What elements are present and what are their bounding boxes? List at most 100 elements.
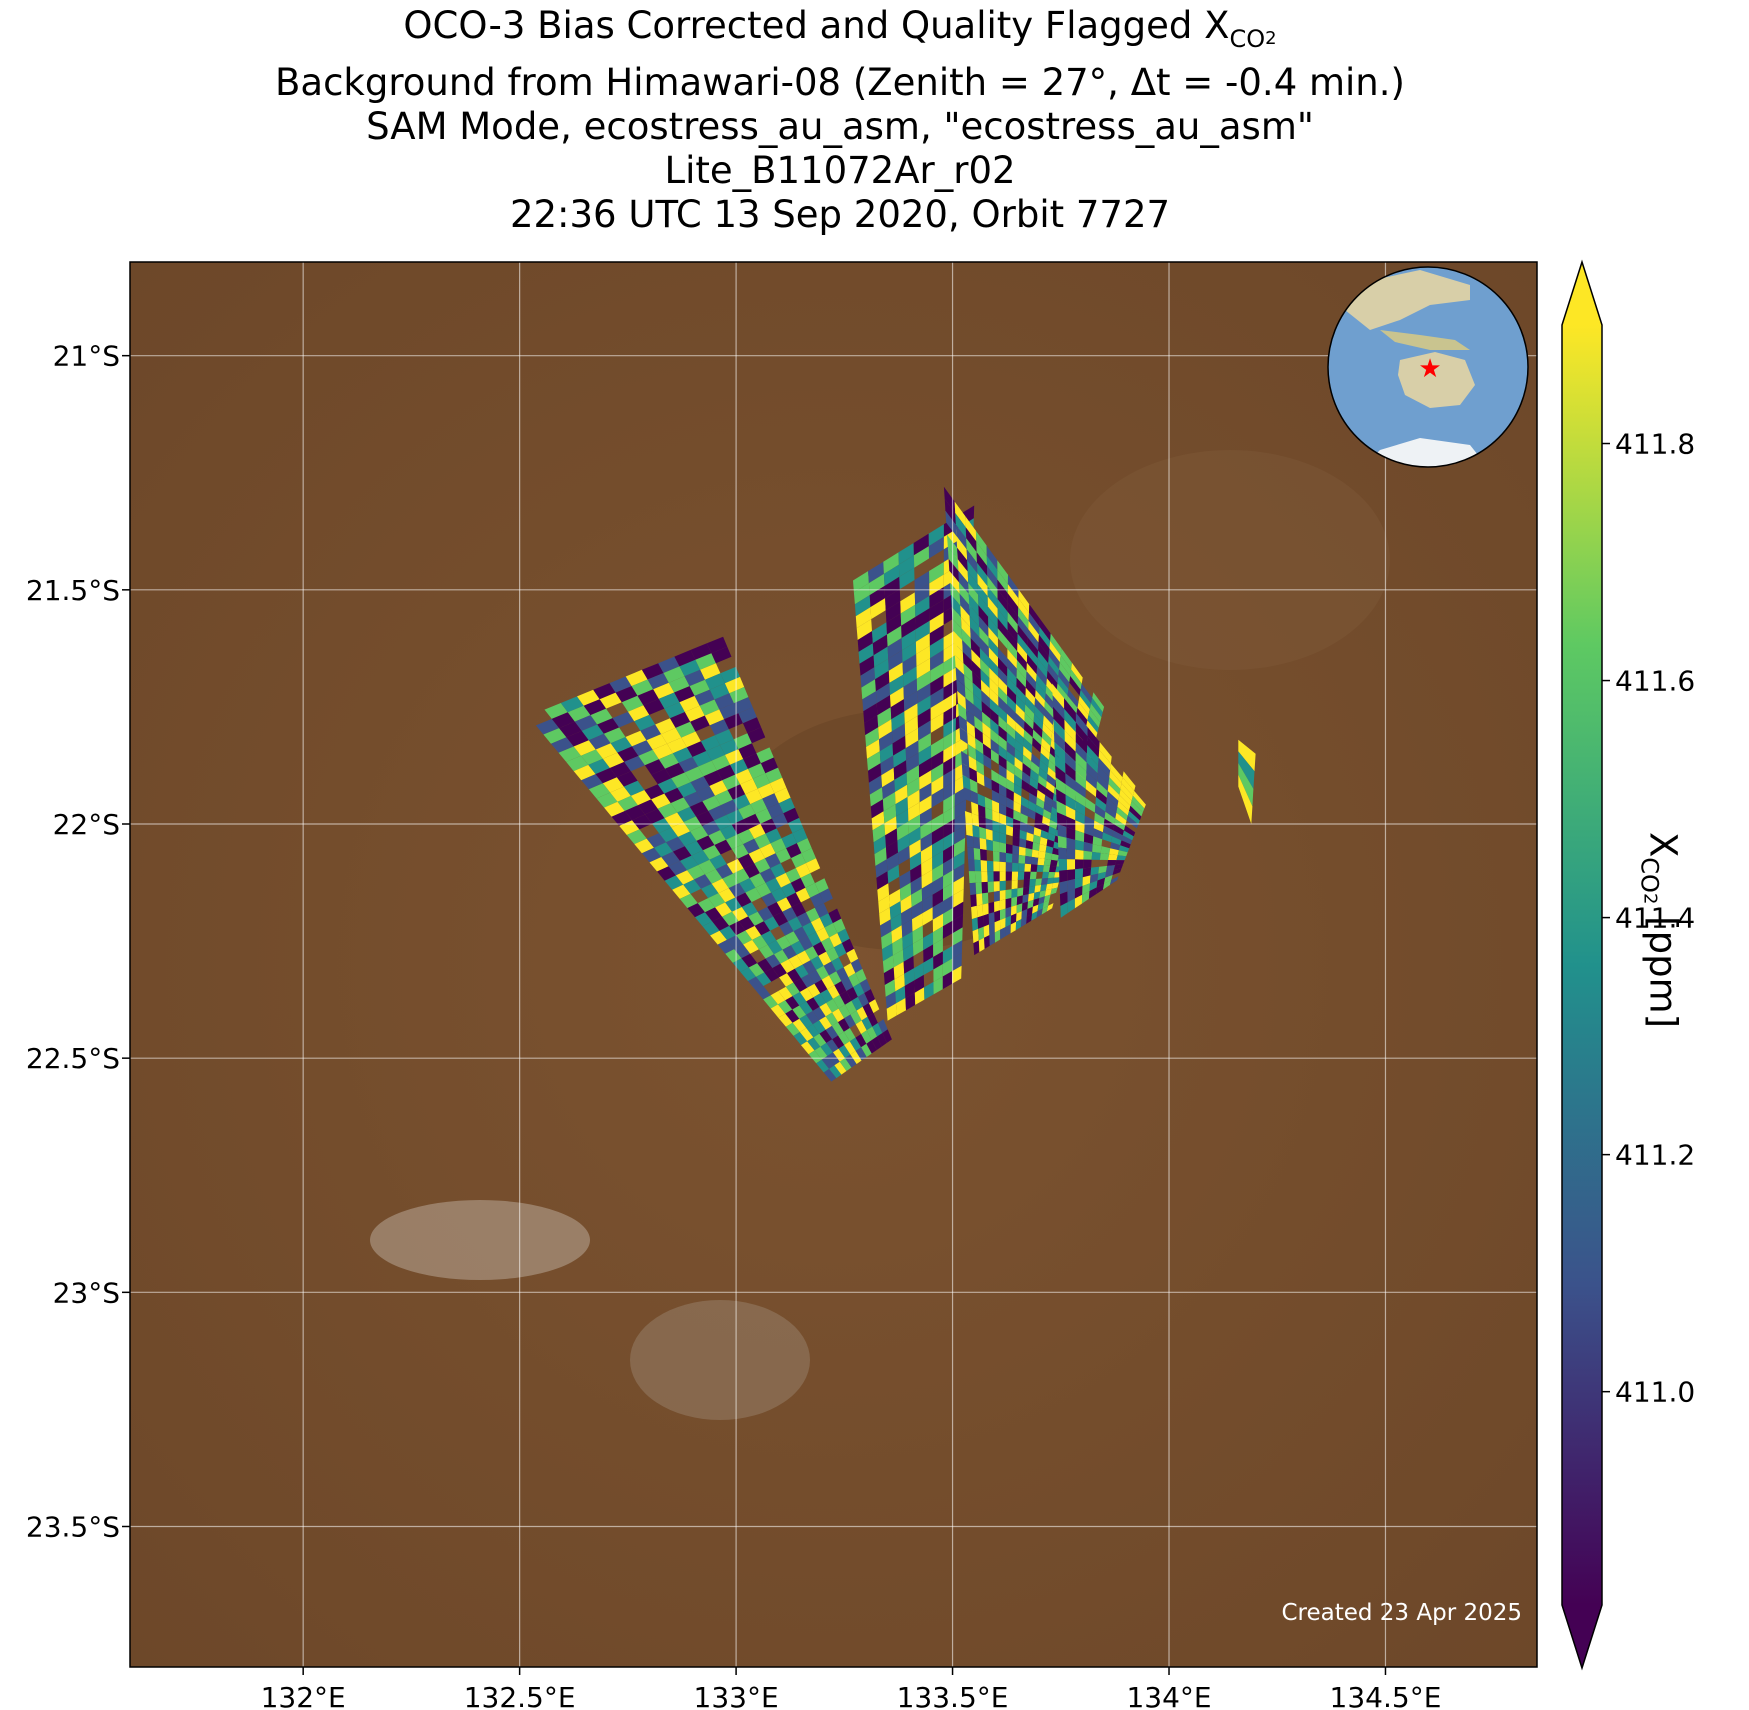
sounding-cell [757,958,773,973]
sounding-cell [758,944,774,959]
colorbar-extend-max [1562,262,1602,325]
sounding-cell [816,965,829,980]
sounding-cell [1083,850,1093,860]
xco2-soundings [535,486,1256,1082]
lon-tick-label: 133°E [694,1681,779,1710]
sounding-cell [870,799,884,819]
sounding-cell [999,793,1007,807]
sounding-cell [748,823,766,839]
sounding-cell [826,998,839,1013]
sounding-cell [1040,752,1049,767]
sounding-cell [1067,888,1075,903]
sounding-cell [920,832,932,852]
sounding-cell [827,1052,840,1066]
sounding-cell [658,692,680,709]
sounding-cell [973,848,981,861]
sounding-cell [667,737,687,754]
sounding-cell [1096,781,1108,798]
sounding-cell [1013,792,1022,805]
sounding-cell [748,911,764,926]
sounding-cell [814,1046,828,1060]
sounding-cell [1121,777,1135,796]
sounding-cell [866,1026,878,1041]
sounding-cell [715,902,732,917]
sounding-cell [929,562,944,584]
colorbar-tick-label: 411.4 [1615,902,1695,935]
sounding-cell [679,893,698,909]
sounding-cell [1030,864,1038,872]
sounding-cell [914,571,930,593]
sounding-cell [773,911,788,927]
sounding-cell [876,695,891,716]
sounding-cell [963,787,972,802]
sounding-cell [943,641,958,663]
colorbar-extend-min [1562,1605,1602,1668]
sounding-cell [1028,792,1037,805]
sounding-cell [959,582,970,605]
sounding-cell [836,967,849,982]
sounding-cell [694,874,712,889]
sounding-cell [1105,870,1114,878]
sounding-cell [1024,863,1032,872]
sounding-cell [785,931,800,946]
sounding-cell [1050,633,1062,656]
sounding-cell [855,968,867,983]
sounding-cell [990,728,999,745]
sounding-cell [886,840,898,860]
inset-globe: ★ [1327,266,1529,468]
sounding-cell [1005,862,1013,872]
sounding-cell [767,902,783,917]
sounding-cell [903,956,914,974]
sounding-cell [954,642,964,664]
sounding-cell [1037,782,1046,795]
sounding-cell [730,759,748,775]
sounding-cell [931,788,944,808]
sounding-cell [671,822,691,837]
sounding-cell [967,571,979,595]
sounding-cell [765,954,781,968]
sounding-cell [1098,749,1111,771]
sounding-cell [969,778,978,794]
sounding-cell [919,782,932,803]
sounding-cell [1037,650,1049,671]
sounding-cell [819,1016,832,1030]
sounding-cell [837,928,850,943]
sounding-cell [1124,825,1136,837]
sounding-cell [679,695,700,712]
sounding-cell [617,795,638,811]
sounding-cell [989,922,995,936]
sounding-cell [799,1014,813,1029]
sounding-cell [976,771,985,787]
sounding-cell [729,921,746,936]
sounding-cell [872,622,887,644]
sounding-cell [708,893,726,908]
sounding-cell [979,837,987,850]
sounding-cell [765,853,781,869]
sounding-cell [1066,859,1076,870]
sounding-cell [1044,888,1052,897]
sounding-cell [1059,662,1071,683]
sounding-cell [920,844,933,864]
sounding-cell [882,792,896,812]
sounding-cell [989,932,995,946]
sounding-cell [863,703,878,724]
sounding-cell [782,907,797,922]
sounding-cell [998,774,1007,789]
sounding-cell [961,763,970,779]
sounding-cell [883,564,900,586]
sounding-cell [1038,850,1046,859]
sounding-cell [1064,719,1076,743]
sounding-cell [921,882,933,901]
sounding-cell [916,645,931,667]
sounding-cell [1007,611,1018,634]
colorbar-ticks: 411.0 411.2 411.4 411.6 411.8 [1602,428,1695,1409]
sounding-cell [1131,795,1145,813]
sounding-cell [787,968,801,983]
sounding-cell [880,755,894,776]
sounding-cell [813,941,827,956]
sounding-cell [981,871,988,883]
sounding-cell [1045,845,1054,854]
sounding-cell [1116,855,1127,861]
sounding-cell [905,740,919,761]
sounding-cell [679,659,701,677]
